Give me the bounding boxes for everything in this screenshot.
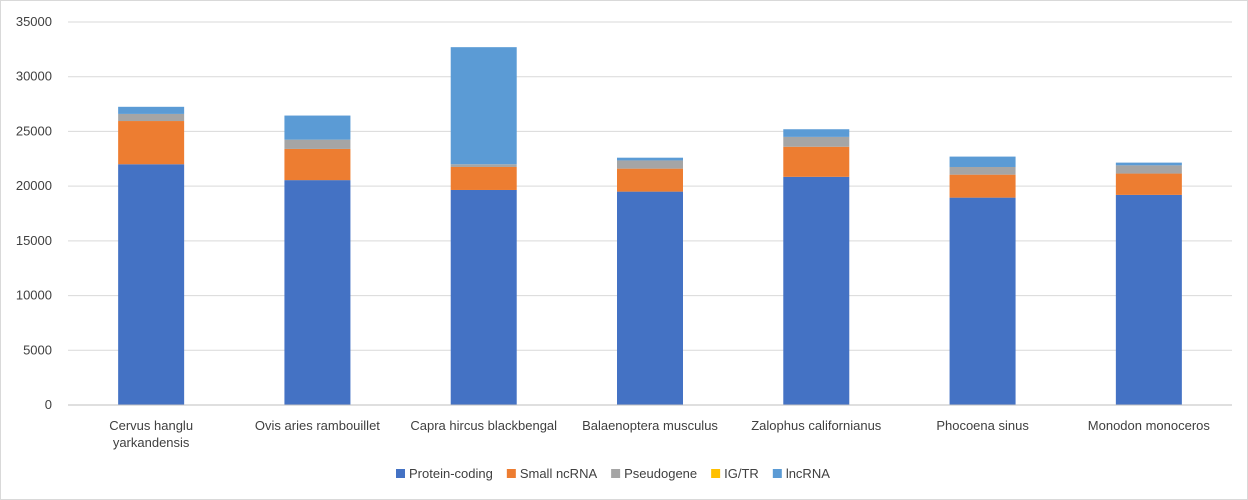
bar-segment-lncrna [783, 129, 850, 137]
x-tick-label: Phocoena sinus [936, 418, 1029, 433]
legend-item: lncRNA [772, 466, 830, 481]
y-axis-tick-labels: 0 5000 10000 15000 20000 25000 30000 35000 [16, 14, 52, 412]
bar-stack [450, 47, 517, 405]
x-tick-label-line: Phocoena sinus [936, 418, 1029, 433]
legend-label: Pseudogene [624, 466, 697, 481]
bar-stack [783, 129, 850, 405]
legend-swatch [772, 469, 782, 478]
bar-stack [284, 115, 351, 405]
y-tick-label: 30000 [16, 69, 52, 84]
bar-segment-small-ncrna [1115, 173, 1182, 195]
x-tick-label: Cervus hanglu yarkandensis [109, 418, 193, 450]
legend-label: IG/TR [724, 466, 759, 481]
x-tick-label: Balaenoptera musculus [582, 418, 718, 433]
x-tick-label-line: Monodon monoceros [1088, 418, 1211, 433]
legend-item: IG/TR [711, 466, 759, 481]
bar-stack [1115, 162, 1182, 405]
bar-segment-small-ncrna [118, 121, 185, 165]
x-tick-label-line: yarkandensis [113, 435, 190, 450]
x-tick-label: Capra hircus blackbengal [410, 418, 557, 433]
legend-swatch [711, 469, 721, 478]
bar-segment-small-ncrna [284, 148, 351, 181]
y-tick-label: 15000 [16, 233, 52, 248]
legend-swatch [506, 469, 516, 478]
bar-segment-lncrna [949, 156, 1016, 167]
bar-segment-lncrna [617, 157, 683, 161]
legend-label: Protein-coding [409, 466, 493, 481]
x-axis: Cervus hanglu yarkandensis Ovis aries ramb… [68, 404, 1232, 450]
legend-swatch [396, 469, 405, 478]
x-tick-label-line: Cervus hanglu [109, 418, 193, 433]
bar-segment-protein-coding [118, 164, 185, 405]
y-tick-label: 20000 [16, 178, 52, 193]
legend-swatch [611, 469, 621, 478]
bar-segment-small-ncrna [949, 174, 1016, 198]
gridlines [68, 21, 1232, 351]
bar-segment-pseudogene [949, 166, 1016, 175]
x-tick-label-line: Ovis aries rambouillet [255, 418, 380, 433]
legend-item: Small ncRNA [506, 466, 598, 481]
bar-segment-protein-coding [783, 176, 850, 405]
bar-stack [949, 156, 1016, 405]
bar-segment-lncrna [118, 106, 185, 114]
y-tick-label: 25000 [16, 123, 52, 138]
bar-segment-small-ncrna [617, 168, 683, 192]
bar-segment-lncrna [284, 115, 351, 140]
bar-segment-pseudogene [284, 139, 351, 149]
x-tick-label: Monodon monoceros [1088, 418, 1211, 433]
y-tick-label: 0 [45, 397, 52, 412]
bar-segment-protein-coding [949, 197, 1016, 405]
y-tick-label: 5000 [23, 342, 52, 357]
legend-label: Small ncRNA [520, 466, 598, 481]
bar-stack [118, 106, 185, 405]
bar-segment-protein-coding [617, 191, 683, 405]
x-tick-label: Zalophus californianus [751, 418, 882, 433]
bar-segment-small-ncrna [450, 166, 517, 190]
bar-segment-pseudogene [1115, 165, 1182, 174]
x-tick-label-line: Balaenoptera musculus [582, 418, 718, 433]
y-tick-label: 35000 [16, 14, 52, 29]
legend-item: Pseudogene [611, 466, 697, 481]
bars [118, 47, 1182, 405]
bar-segment-protein-coding [450, 189, 517, 405]
bar-segment-pseudogene [118, 113, 185, 122]
legend-label: lncRNA [786, 466, 830, 481]
bar-segment-protein-coding [284, 180, 351, 405]
legend: Protein-coding Small ncRNA Pseudogene IG/TR… [396, 466, 830, 481]
x-tick-label: Ovis aries rambouillet [255, 418, 380, 433]
bar-segment-pseudogene [617, 160, 683, 169]
x-tick-label-line: Capra hircus blackbengal [410, 418, 557, 433]
legend-item: Protein-coding [396, 466, 493, 481]
bar-segment-pseudogene [450, 164, 517, 167]
y-tick-label: 10000 [16, 288, 52, 303]
bar-segment-lncrna [450, 47, 517, 165]
bar-stack [617, 157, 683, 405]
bar-segment-pseudogene [783, 136, 850, 147]
bar-segment-lncrna [1115, 162, 1182, 166]
bar-segment-protein-coding [1115, 194, 1182, 405]
x-tick-label-line: Zalophus californianus [751, 418, 882, 433]
bar-segment-small-ncrna [783, 146, 850, 177]
